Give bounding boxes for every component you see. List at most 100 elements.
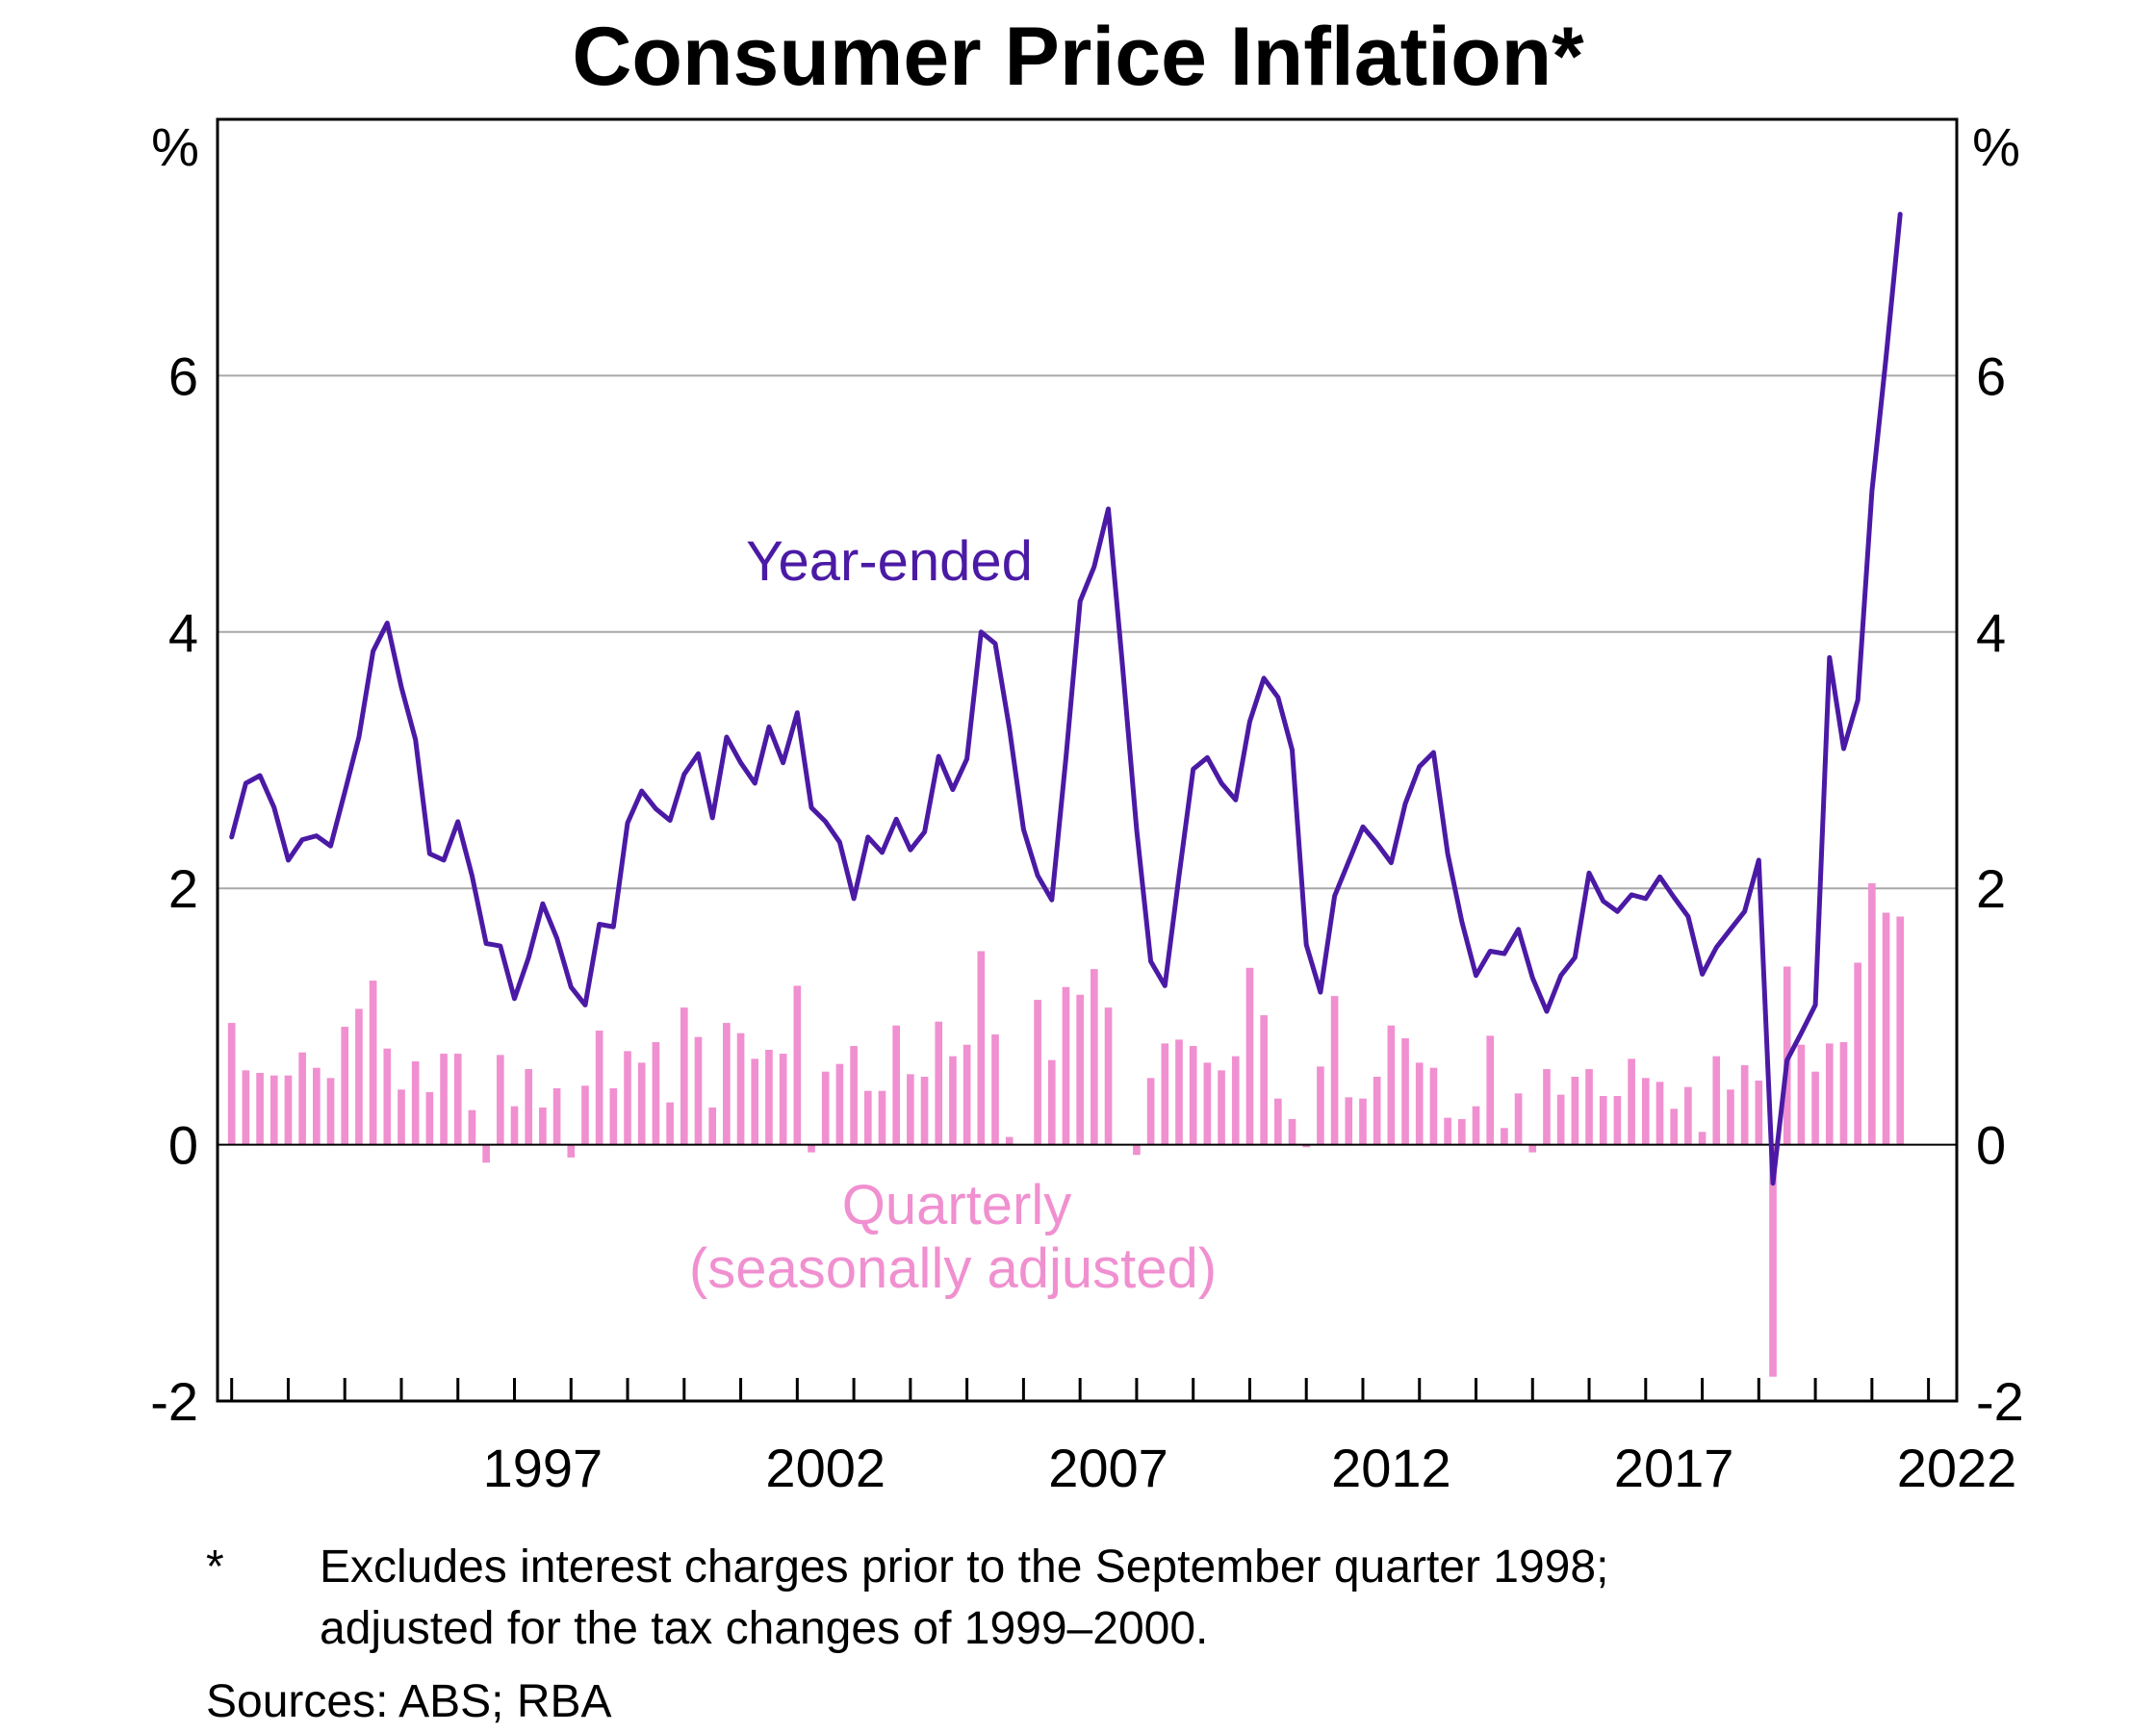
quarterly-bar <box>808 1144 815 1153</box>
quarterly-bar <box>383 1048 392 1145</box>
y-tick-label-right: 0 <box>1976 1115 2006 1176</box>
quarterly-bar <box>1415 1062 1424 1145</box>
quarterly-bar <box>1444 1117 1451 1145</box>
quarterly-bar <box>1231 1056 1240 1145</box>
quarterly-bar <box>878 1090 886 1145</box>
quarterly-bar <box>991 1034 999 1145</box>
quarterly-bar <box>779 1054 787 1145</box>
quarterly-bar <box>595 1031 603 1145</box>
year-ended-line <box>229 212 1903 1186</box>
y-tick-label-left: 4 <box>168 602 198 663</box>
quarterly-bar <box>1811 1071 1819 1145</box>
quarterly-bar <box>1896 916 1905 1145</box>
quarterly-bar <box>1641 1078 1650 1145</box>
left-axis-unit: % <box>151 116 199 177</box>
quarterly-bar <box>313 1067 321 1145</box>
quarterly-bar <box>1684 1086 1692 1145</box>
y-tick-label-right: -2 <box>1976 1371 2024 1432</box>
quarterly-bar <box>1189 1046 1197 1145</box>
quarterly-bar <box>920 1077 929 1145</box>
quarterly-bar <box>1868 882 1876 1145</box>
quarterly-bar <box>552 1087 561 1145</box>
y-tick-label-left: 0 <box>168 1115 198 1176</box>
quarterly-bar <box>1670 1109 1678 1145</box>
quarterly-bar <box>892 1025 900 1145</box>
year-ended-series <box>229 212 1903 1186</box>
x-tick-label: 2002 <box>765 1438 886 1498</box>
quarterly-bar <box>1656 1082 1664 1145</box>
quarterly-bar <box>1740 1065 1749 1145</box>
quarterly-bar <box>1005 1136 1014 1145</box>
quarterly-bar <box>242 1070 250 1145</box>
quarterly-bar <box>1599 1095 1607 1145</box>
y-tick-label-right: 6 <box>1976 345 2006 406</box>
quarterly-bar <box>497 1055 504 1145</box>
quarterly-bar <box>1556 1094 1565 1145</box>
footnote-marker: * <box>206 1542 224 1593</box>
footnote-line-1: Excludes interest charges prior to the S… <box>320 1542 1609 1593</box>
quarterly-bar <box>284 1075 293 1145</box>
quarterly-bar <box>637 1062 646 1145</box>
quarterly-bar <box>1769 1144 1777 1377</box>
x-tick-label: 1997 <box>483 1438 603 1498</box>
y-tick-label-left: 2 <box>168 858 198 919</box>
y-tick-label-left: -2 <box>150 1371 198 1432</box>
quarterly-bar <box>1245 967 1254 1145</box>
quarterly-bar <box>1501 1128 1508 1145</box>
quarterly-bar <box>369 981 377 1145</box>
sources-note: Sources: ABS; RBA <box>206 1676 612 1727</box>
quarterly-bar <box>1839 1042 1848 1145</box>
quarterly-sublabel: (seasonally adjusted) <box>689 1237 1217 1300</box>
quarterly-bar <box>765 1050 773 1145</box>
x-tick-label: 2012 <box>1331 1438 1451 1498</box>
x-tick-label: 2007 <box>1048 1438 1168 1498</box>
x-tick-label: 2017 <box>1614 1438 1734 1498</box>
quarterly-bar <box>1401 1038 1409 1145</box>
quarterly-bar <box>1712 1056 1721 1145</box>
quarterly-bar <box>1218 1070 1225 1145</box>
quarterly-bar <box>1528 1144 1537 1153</box>
quarterly-bar <box>680 1007 688 1145</box>
quarterly-bar <box>425 1091 434 1145</box>
quarterly-bar <box>977 951 986 1145</box>
quarterly-bar <box>962 1044 971 1145</box>
quarterly-bar <box>256 1073 264 1145</box>
chart-title: Consumer Price Inflation* <box>572 11 1584 103</box>
quarterly-bar <box>1698 1132 1707 1145</box>
plot-frame <box>216 117 1959 1403</box>
quarterly-bar <box>453 1054 462 1145</box>
quarterly-bar <box>1104 1007 1113 1145</box>
quarterly-bar <box>468 1109 476 1145</box>
quarterly-bar <box>227 1023 236 1145</box>
quarterly-bar <box>326 1078 335 1145</box>
quarterly-bar <box>1387 1025 1396 1145</box>
quarterly-bar <box>440 1054 448 1145</box>
y-tick-label-left: 6 <box>168 345 198 406</box>
quarterly-bar <box>793 985 802 1145</box>
quarterly-bar <box>723 1023 731 1145</box>
quarterly-bar <box>298 1052 306 1145</box>
quarterly-bar <box>510 1106 519 1145</box>
quarterly-bar <box>1585 1069 1593 1145</box>
quarterly-bar <box>907 1074 914 1145</box>
quarterly-bar <box>850 1046 858 1145</box>
quarterly-bar <box>1175 1039 1183 1145</box>
quarterly-bar <box>1854 962 1861 1145</box>
quarterly-bars <box>227 882 1905 1377</box>
quarterly-bar <box>1146 1078 1155 1145</box>
quarterly-bar <box>1260 1015 1268 1145</box>
quarterly-bar <box>482 1144 490 1163</box>
quarterly-bar <box>1345 1097 1353 1145</box>
quarterly-bar <box>1274 1098 1282 1145</box>
quarterly-bar <box>1062 986 1070 1145</box>
quarterly-bar <box>609 1087 618 1145</box>
quarterly-bar <box>1543 1069 1551 1145</box>
x-axis-ticks: 1997 2002 2007 2012 2017 2022 <box>230 1378 2016 1498</box>
quarterly-bar <box>341 1027 349 1145</box>
quarterly-bar <box>935 1021 943 1145</box>
quarterly-bar <box>1330 996 1339 1145</box>
quarterly-bar <box>1628 1058 1635 1145</box>
quarterly-bar <box>525 1069 533 1145</box>
y-tick-labels: -2 -2 0 0 2 2 4 4 6 6 <box>150 345 2024 1432</box>
